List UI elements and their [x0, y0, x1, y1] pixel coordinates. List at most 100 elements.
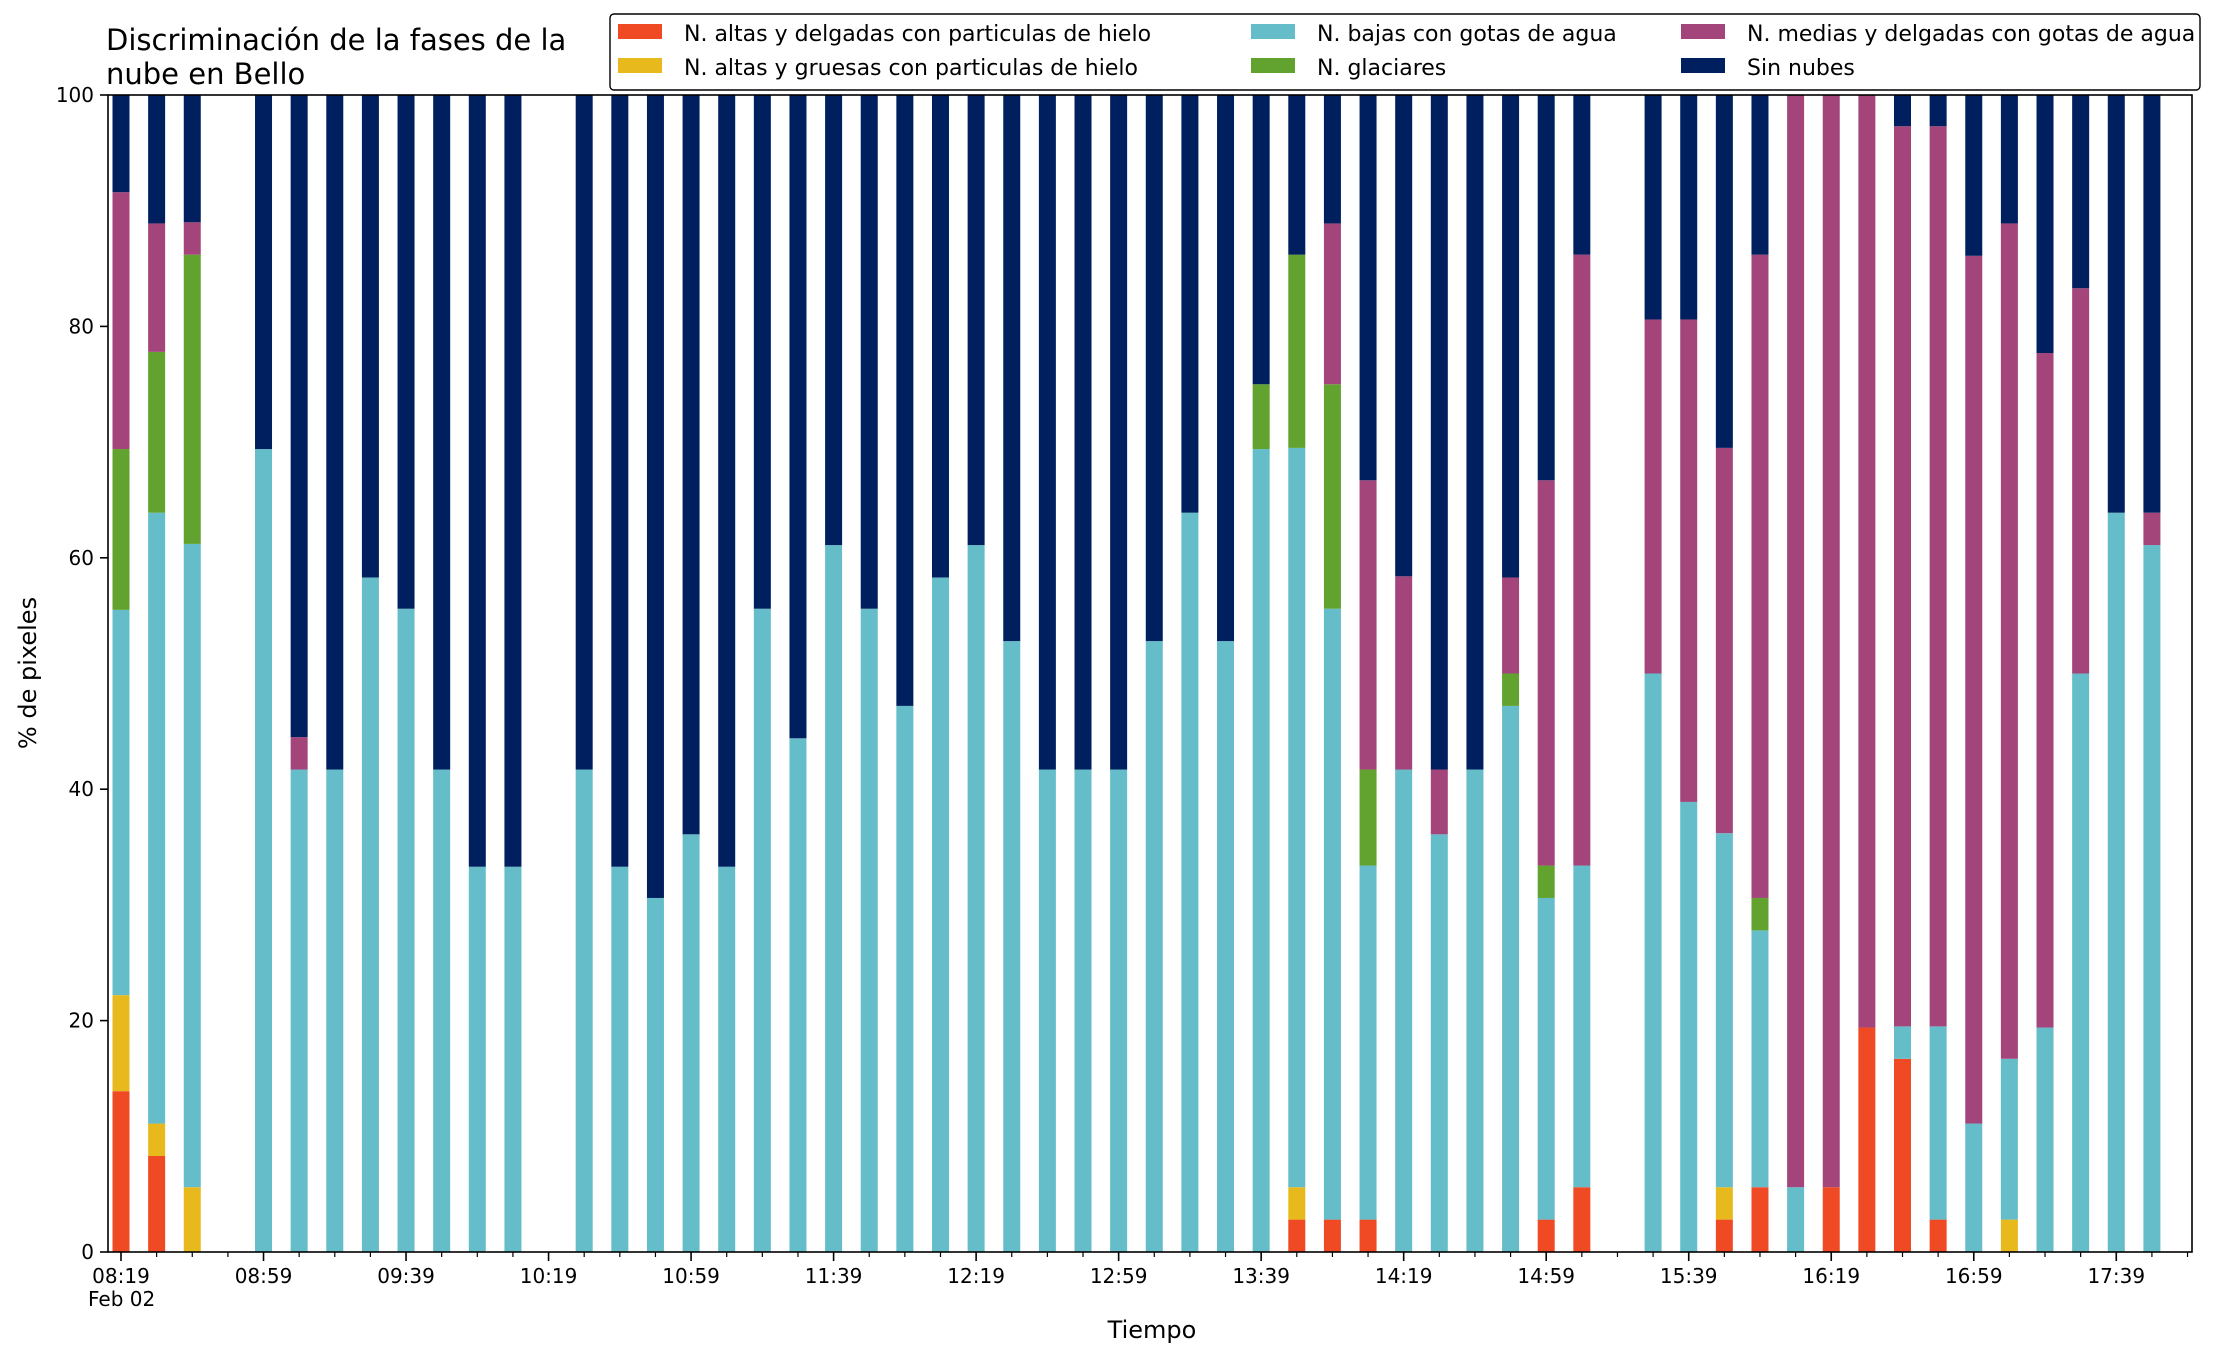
- bar-group: [575, 95, 593, 1252]
- bar-segment: [1680, 801, 1698, 1252]
- bar-segment: [1145, 95, 1163, 642]
- bar-segment: [112, 95, 130, 193]
- bar-segment: [1894, 95, 1911, 127]
- legend-label: N. bajas con gotas de agua: [1317, 22, 1617, 47]
- bar-segment: [931, 577, 949, 1252]
- x-axis-label: Tiempo: [1107, 1316, 1197, 1344]
- bar-segment: [646, 95, 664, 898]
- bar-segment: [255, 449, 273, 1252]
- bar-segment: [1715, 833, 1733, 1188]
- bar-segment: [967, 545, 985, 1252]
- bar-segment: [1715, 1187, 1733, 1220]
- bar-segment: [1715, 95, 1733, 448]
- x-tick-label: 12:59: [1090, 1264, 1148, 1288]
- bar-segment: [1822, 1187, 1840, 1252]
- bar-segment: [718, 95, 736, 867]
- y-tick-label: 40: [69, 777, 94, 801]
- bar-segment: [1395, 95, 1413, 577]
- bar-group: [2000, 95, 2018, 1252]
- legend-swatch: [618, 58, 662, 73]
- x-tick-label: 10:59: [662, 1264, 720, 1288]
- bar-segment: [148, 351, 166, 513]
- bar-segment: [1573, 865, 1591, 1188]
- bar-segment: [1359, 865, 1377, 1220]
- chart-title-line-1: Discriminación de la fases de la: [106, 23, 566, 57]
- x-tick-label: 12:19: [947, 1264, 1005, 1288]
- bar-group: [1288, 95, 1306, 1252]
- legend-swatch: [1681, 24, 1725, 39]
- bar-group: [825, 95, 843, 1252]
- bar-segment: [468, 95, 486, 867]
- bar-segment: [1894, 126, 1911, 1027]
- bar-segment: [1787, 1187, 1805, 1252]
- bar-segment: [2143, 545, 2161, 1252]
- bar-group: [1074, 95, 1092, 1252]
- bar-segment: [112, 192, 130, 450]
- bar-segment: [1502, 95, 1520, 578]
- bar-group: [290, 95, 308, 1252]
- bar-segment: [1038, 769, 1056, 1252]
- bar-segment: [718, 866, 736, 1252]
- legend-item: Sin nubes: [1681, 56, 1855, 81]
- bar-segment: [1288, 447, 1306, 1188]
- bar-segment: [397, 608, 415, 1252]
- bar-segment: [112, 1091, 130, 1252]
- bar-segment: [1573, 1187, 1591, 1252]
- bar-group: [504, 95, 522, 1252]
- bar-segment: [789, 95, 807, 739]
- legend-item: N. altas y gruesas con particulas de hie…: [618, 56, 1138, 81]
- bar-segment: [860, 608, 878, 1252]
- bar-group: [718, 95, 736, 1252]
- bar-segment: [504, 95, 522, 867]
- bar-group: [896, 95, 914, 1252]
- bar-segment: [326, 95, 344, 770]
- bar-segment: [1430, 95, 1448, 770]
- x-tick-label: 15:39: [1660, 1264, 1718, 1288]
- bar-segment: [183, 543, 201, 1188]
- bar-segment: [1929, 1026, 1947, 1220]
- bar-group: [646, 95, 664, 1252]
- bar-segment: [1537, 480, 1555, 866]
- x-tick-label: 09:39: [377, 1264, 435, 1288]
- bar-segment: [1929, 1219, 1947, 1252]
- bar-segment: [1751, 930, 1769, 1188]
- bar-segment: [2036, 1027, 2054, 1252]
- legend-swatch: [1681, 58, 1725, 73]
- bar-segment: [1110, 769, 1128, 1252]
- legend-label: N. glaciares: [1317, 56, 1446, 81]
- y-tick-label: 100: [56, 83, 94, 107]
- bar-segment: [1395, 576, 1413, 770]
- bar-segment: [1181, 512, 1199, 1252]
- bar-segment: [2036, 353, 2054, 1028]
- bar-group: [1929, 95, 1947, 1252]
- bar-group: [1110, 95, 1128, 1252]
- plot-frame: [107, 94, 2193, 1253]
- bar-segment: [1965, 95, 1983, 256]
- legend-label: N. medias y delgadas con gotas de agua: [1747, 22, 2195, 47]
- bar-segment: [1217, 641, 1235, 1252]
- bar-group: [1359, 95, 1377, 1252]
- bar-segment: [1430, 834, 1448, 1252]
- bar-segment: [361, 577, 379, 1252]
- bar-segment: [1323, 608, 1341, 1220]
- bar-segment: [183, 254, 201, 544]
- bar-segment: [290, 737, 308, 770]
- bar-segment: [1573, 254, 1591, 866]
- bar-segment: [1502, 673, 1520, 706]
- bar-segment: [611, 95, 629, 867]
- bar-segment: [1537, 95, 1555, 481]
- bar-segment: [2143, 512, 2161, 546]
- bar-segment: [1323, 384, 1341, 609]
- bar-segment: [575, 769, 593, 1252]
- bar-segment: [326, 769, 344, 1252]
- bar-segment: [1965, 255, 1983, 1124]
- bar-segment: [1466, 95, 1484, 770]
- bar-segment: [2143, 95, 2161, 513]
- legend-label: N. altas y gruesas con particulas de hie…: [684, 56, 1138, 81]
- bar-segment: [1751, 897, 1769, 931]
- bar-segment: [1074, 95, 1092, 770]
- bar-segment: [1323, 95, 1341, 224]
- bar-segment: [1359, 1219, 1377, 1252]
- x-tick-label: 17:39: [2087, 1264, 2145, 1288]
- bar-segment: [1858, 95, 1876, 1028]
